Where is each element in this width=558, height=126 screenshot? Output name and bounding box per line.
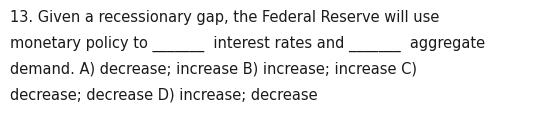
- Text: decrease; decrease D) increase; decrease: decrease; decrease D) increase; decrease: [10, 88, 318, 103]
- Text: demand. A) decrease; increase B) increase; increase C): demand. A) decrease; increase B) increas…: [10, 62, 417, 77]
- Text: 13. Given a recessionary gap, the Federal Reserve will use: 13. Given a recessionary gap, the Federa…: [10, 10, 439, 25]
- Text: monetary policy to _______  interest rates and _______  aggregate: monetary policy to _______ interest rate…: [10, 36, 485, 52]
